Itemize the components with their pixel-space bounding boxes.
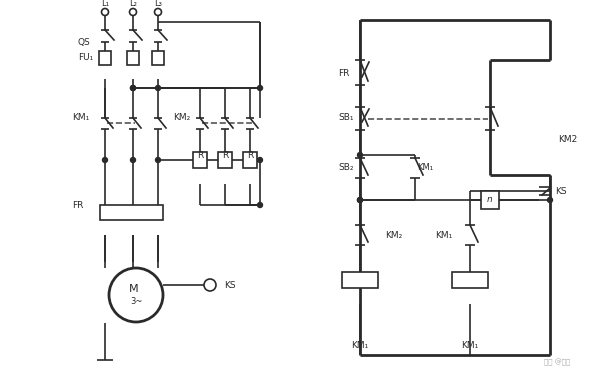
Text: KM₂: KM₂ bbox=[385, 231, 402, 239]
Circle shape bbox=[131, 86, 136, 90]
Circle shape bbox=[358, 197, 362, 203]
Text: L₂: L₂ bbox=[129, 0, 137, 7]
Text: R: R bbox=[197, 151, 203, 159]
Circle shape bbox=[155, 86, 161, 90]
Text: SB₂: SB₂ bbox=[338, 163, 353, 172]
Circle shape bbox=[131, 86, 136, 90]
Circle shape bbox=[204, 279, 216, 291]
Circle shape bbox=[101, 8, 109, 15]
Bar bbox=[100, 205, 163, 220]
Text: R: R bbox=[247, 151, 253, 159]
Circle shape bbox=[257, 86, 263, 90]
Text: SB₁: SB₁ bbox=[338, 114, 353, 123]
Text: KM₁: KM₁ bbox=[417, 163, 433, 172]
Circle shape bbox=[548, 197, 553, 203]
Circle shape bbox=[103, 158, 107, 162]
Text: KM₁: KM₁ bbox=[435, 231, 452, 239]
Text: n: n bbox=[487, 196, 493, 204]
Bar bbox=[218, 152, 232, 168]
Text: KM2: KM2 bbox=[558, 135, 577, 145]
Circle shape bbox=[257, 203, 263, 207]
Text: KM₁: KM₁ bbox=[352, 341, 368, 349]
Text: KS: KS bbox=[555, 186, 566, 196]
Circle shape bbox=[358, 152, 362, 158]
Bar bbox=[243, 152, 257, 168]
Circle shape bbox=[130, 8, 137, 15]
Bar bbox=[342, 272, 378, 288]
Text: KM₁: KM₁ bbox=[461, 341, 479, 349]
Bar bbox=[127, 51, 139, 65]
Bar bbox=[99, 51, 111, 65]
Text: FU₁: FU₁ bbox=[78, 52, 93, 62]
Text: M: M bbox=[129, 284, 139, 294]
Text: KM₁: KM₁ bbox=[72, 114, 89, 123]
Text: FR: FR bbox=[338, 69, 349, 77]
Bar bbox=[481, 191, 499, 209]
Circle shape bbox=[358, 197, 362, 203]
Bar bbox=[452, 272, 488, 288]
Text: KM₂: KM₂ bbox=[173, 114, 190, 123]
Text: QS: QS bbox=[78, 38, 91, 46]
Circle shape bbox=[155, 8, 161, 15]
Circle shape bbox=[109, 268, 163, 322]
Text: FR: FR bbox=[72, 200, 83, 210]
Circle shape bbox=[131, 158, 136, 162]
Text: L₃: L₃ bbox=[154, 0, 162, 7]
Text: 3~: 3~ bbox=[130, 297, 142, 307]
Circle shape bbox=[155, 158, 161, 162]
Bar bbox=[152, 51, 164, 65]
Text: KS: KS bbox=[224, 280, 236, 290]
Circle shape bbox=[257, 158, 263, 162]
Text: R: R bbox=[222, 151, 228, 159]
Bar bbox=[193, 152, 207, 168]
Text: L₁: L₁ bbox=[101, 0, 109, 7]
Text: 知乎 @如浊: 知乎 @如浊 bbox=[544, 358, 570, 366]
